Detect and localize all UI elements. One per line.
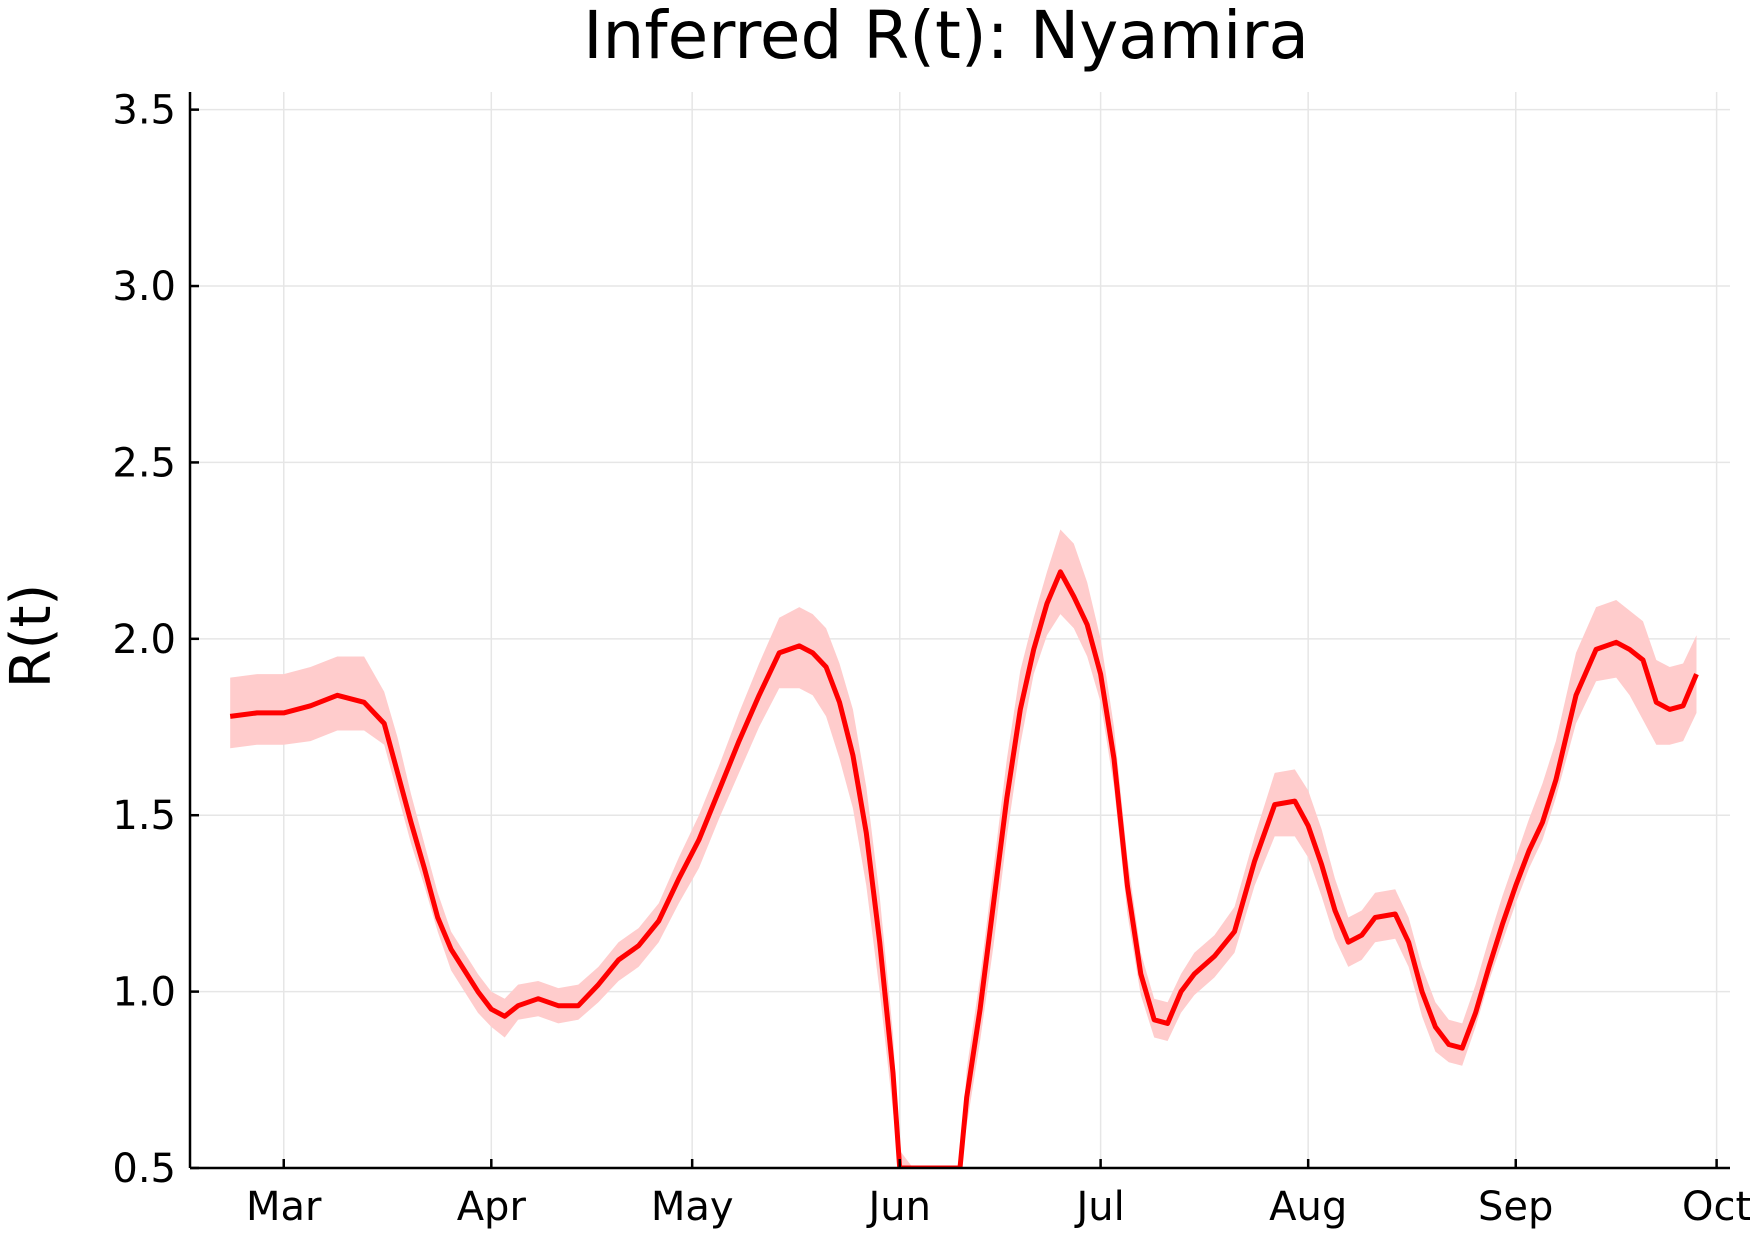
y-tick-label: 2.5 [112,440,176,486]
rt-line [229,569,1699,1168]
x-tick-label: Mar [246,1184,322,1230]
chart-title: Inferred R(t): Nyamira [583,0,1309,74]
credible-interval-band [230,529,1697,1168]
series-line [229,569,1699,1168]
y-tick-label: 1.5 [112,793,176,839]
y-tick-label: 0.5 [112,1146,176,1192]
x-tick-label: Aug [1269,1184,1347,1230]
axes [188,92,1730,1170]
y-tick-label: 1.0 [112,970,176,1016]
x-tick-label: Jun [865,1184,931,1230]
x-tick-label: Apr [457,1184,527,1230]
y-tick-label: 3.5 [112,88,176,134]
y-tick-label: 2.0 [112,617,176,663]
x-tick-label: Oct [1682,1184,1750,1230]
x-tick-label: Sep [1478,1184,1553,1230]
series-band [230,529,1697,1168]
y-tick-labels: 0.5 1.0 1.5 2.0 2.5 3.0 3.5 [112,88,176,1192]
y-axis-label: R(t) [0,584,64,689]
x-tick-label: May [651,1184,734,1230]
y-tick-label: 3.0 [112,264,176,310]
grid [190,92,1730,1169]
x-tick-label: Jul [1073,1184,1124,1230]
x-tick-labels: Mar Apr May Jun Jul Aug Sep Oct [246,1184,1750,1230]
